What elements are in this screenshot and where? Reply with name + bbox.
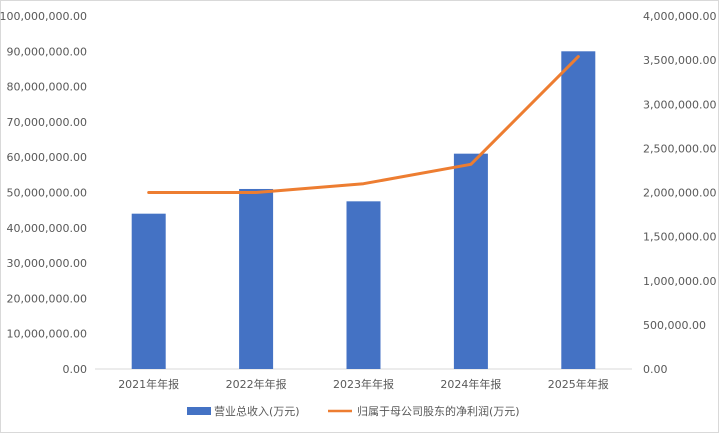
right-tick-label: 500,000.00 bbox=[643, 319, 706, 332]
right-tick-label: 2,000,000.00 bbox=[643, 187, 716, 200]
legend-line-label: 归属于母公司股东的净利润(万元) bbox=[357, 404, 520, 418]
right-axis-ticks: 0.00 500,000.00 1,000,000.00 1,500,000.00 2,… bbox=[643, 10, 716, 376]
bar-2024年年报 bbox=[453, 153, 488, 369]
left-tick-label: 70,000,000.00 bbox=[7, 116, 87, 129]
left-tick-label: 30,000,000.00 bbox=[7, 257, 87, 270]
x-category-label: 2023年年报 bbox=[333, 377, 394, 391]
x-category-label: 2022年年报 bbox=[226, 377, 287, 391]
left-tick-label: 80,000,000.00 bbox=[7, 81, 87, 94]
left-axis-ticks: 0.00 10,000,000.00 20,000,000.00 30,000,000… bbox=[0, 10, 87, 376]
left-tick-label: 50,000,000.00 bbox=[7, 187, 87, 200]
x-category-label: 2025年年报 bbox=[548, 377, 609, 391]
right-tick-label: 3,500,000.00 bbox=[643, 54, 716, 67]
left-tick-label: 40,000,000.00 bbox=[7, 222, 87, 235]
legend: 营业总收入(万元) 归属于母公司股东的净利润(万元) bbox=[187, 404, 520, 418]
right-tick-label: 1,000,000.00 bbox=[643, 275, 716, 288]
legend-bar-swatch bbox=[187, 407, 211, 415]
line-point-2023年年报 bbox=[363, 183, 364, 185]
x-axis-categories: 2021年年报 2022年年报 2023年年报 2024年年报 2025年年报 bbox=[118, 377, 609, 391]
bar-2022年年报 bbox=[239, 188, 274, 369]
right-tick-label: 3,000,000.00 bbox=[643, 98, 716, 111]
line-point-2025年年报 bbox=[577, 56, 579, 58]
line-point-2021年年报 bbox=[148, 192, 150, 193]
left-tick-label: 20,000,000.00 bbox=[7, 292, 87, 305]
right-tick-label: 4,000,000.00 bbox=[643, 10, 716, 23]
right-tick-label: 2,500,000.00 bbox=[643, 142, 716, 155]
line-series bbox=[147, 55, 580, 194]
left-tick-label: 60,000,000.00 bbox=[7, 151, 87, 164]
right-tick-label: 1,500,000.00 bbox=[643, 231, 716, 244]
bar-2021年年报 bbox=[131, 213, 166, 369]
left-tick-label: 90,000,000.00 bbox=[7, 45, 87, 58]
left-tick-label: 100,000,000.00 bbox=[0, 10, 87, 23]
bar-2023年年报 bbox=[346, 201, 381, 369]
left-tick-label: 10,000,000.00 bbox=[7, 328, 87, 341]
bar-2025年年报 bbox=[561, 51, 596, 370]
line-point-2024年年报 bbox=[470, 163, 472, 165]
left-tick-label: 0.00 bbox=[63, 363, 88, 376]
x-category-label: 2021年年报 bbox=[118, 377, 179, 391]
bar-series bbox=[131, 51, 596, 370]
x-category-label: 2024年年报 bbox=[440, 377, 501, 391]
line-point-2022年年报 bbox=[255, 192, 257, 193]
legend-bar-label: 营业总收入(万元) bbox=[214, 404, 300, 418]
right-tick-label: 0.00 bbox=[643, 363, 668, 376]
